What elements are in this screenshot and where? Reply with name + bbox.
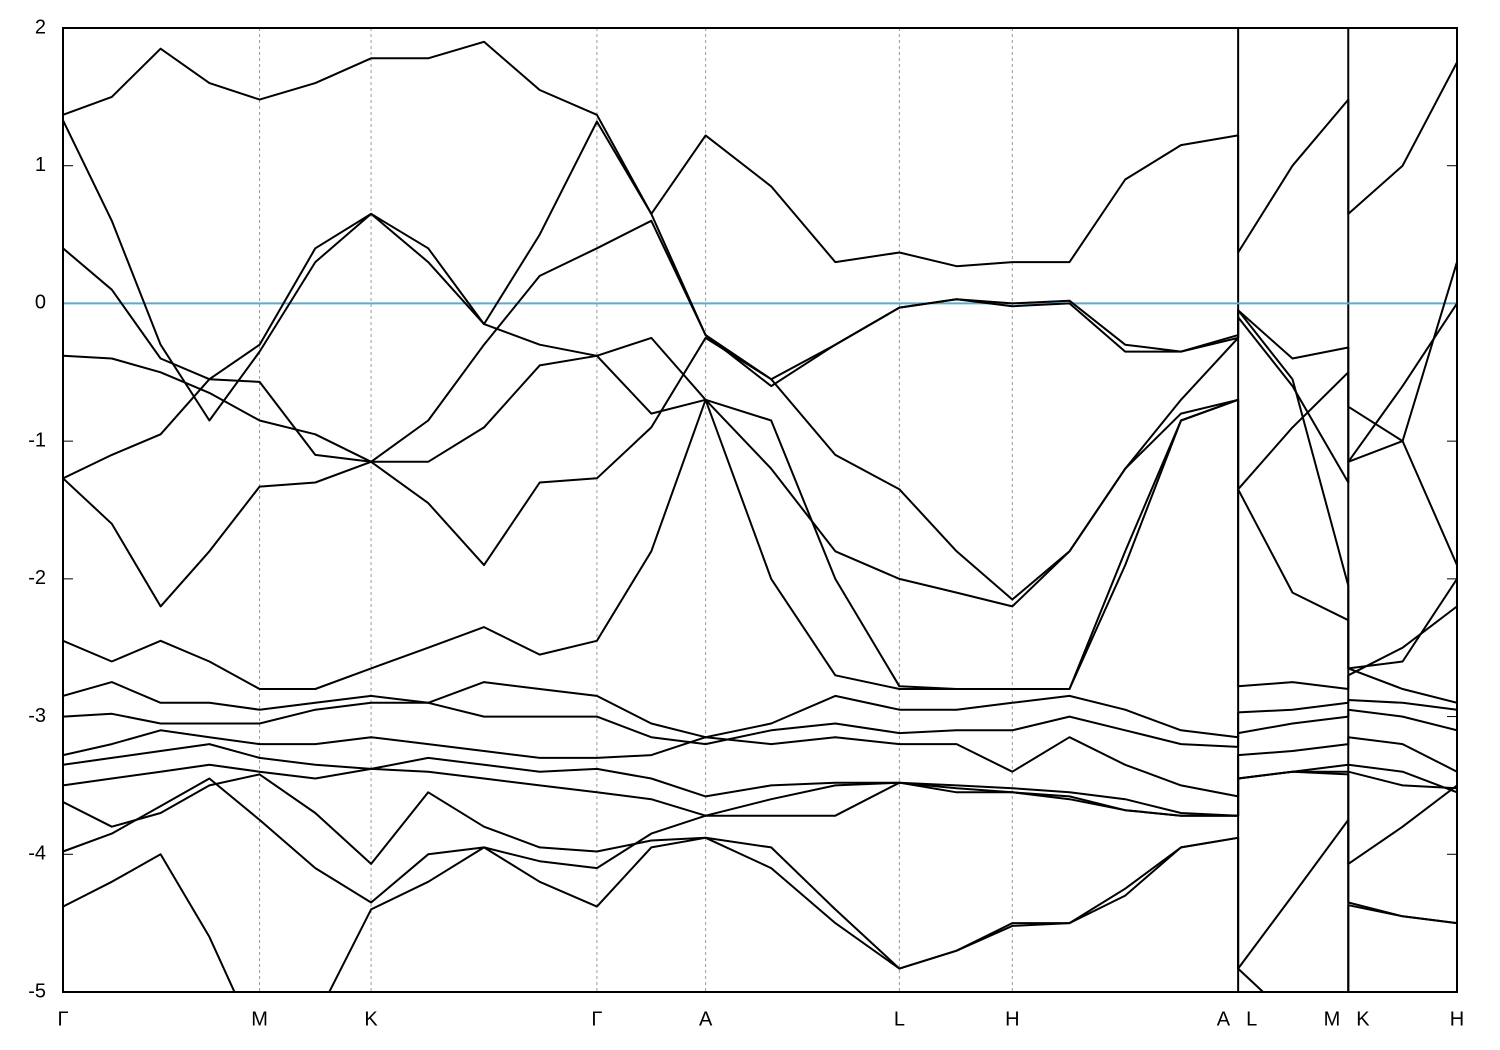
band [63, 836, 1457, 992]
band [63, 729, 1457, 798]
x-tick-label: K [364, 1008, 378, 1030]
x-tick-label: Γ [57, 1008, 68, 1030]
plot-frame [62, 27, 1458, 993]
band [63, 681, 1457, 739]
band [63, 119, 1457, 443]
x-tick-label: A [1217, 1008, 1231, 1030]
y-tick-label: -4 [28, 843, 46, 865]
band [63, 398, 1457, 704]
x-tick-label: L [894, 1008, 905, 1030]
x-tick-label: A [699, 1008, 713, 1030]
x-tick-label: L [1246, 1008, 1257, 1030]
band [63, 309, 1457, 670]
x-tick-label: M [251, 1008, 268, 1030]
band [63, 212, 1457, 690]
x-tick-label: K [1356, 1008, 1370, 1030]
y-tick-label: -3 [28, 705, 46, 727]
y-tick-label: -2 [28, 567, 46, 589]
x-tick-label: H [1005, 1008, 1019, 1030]
band [63, 219, 1457, 484]
band [63, 701, 1457, 748]
band [63, 773, 1457, 970]
band [63, 336, 1457, 608]
y-tick-label: 1 [35, 154, 46, 176]
y-tick-label: -1 [28, 429, 46, 451]
y-tick-label: -5 [28, 980, 46, 1002]
y-tick-label: 0 [35, 292, 46, 314]
y-tick-label: 2 [35, 16, 46, 38]
band [63, 770, 1457, 925]
x-tick-label: M [1324, 1008, 1341, 1030]
band [63, 40, 1457, 268]
x-tick-label: H [1450, 1008, 1464, 1030]
x-tick-label: Γ [591, 1008, 602, 1030]
